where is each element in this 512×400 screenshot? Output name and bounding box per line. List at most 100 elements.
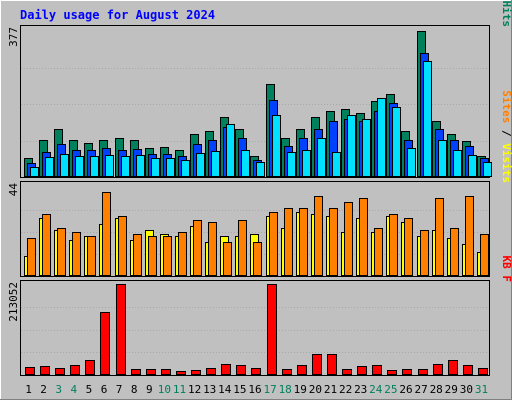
day-label: 6 (101, 383, 108, 396)
hits-files-pages-legend: Pages / Files / Hits (500, 0, 512, 27)
kb-f-bar (342, 369, 352, 375)
sites-bar (329, 208, 338, 276)
pages-bar (75, 156, 84, 177)
day-label: 18 (279, 383, 292, 396)
sites-visits-legend: Sites / Visits (500, 90, 512, 183)
pages-bar (423, 61, 432, 177)
kb-f-bar (116, 284, 126, 375)
pages-bar (377, 98, 386, 177)
pages-bar (105, 155, 114, 177)
sites-bar (435, 198, 444, 276)
sites-bar (193, 220, 202, 276)
pages-bar (332, 152, 341, 177)
legend-entry-visits: Visits (500, 143, 512, 183)
legend-entry-kbytes: KB F (500, 256, 512, 283)
sites-bar (148, 236, 157, 276)
pages-bar (317, 138, 326, 177)
sites-bar (284, 208, 293, 276)
sites-bar (269, 212, 278, 276)
kb-f-bar (236, 365, 246, 375)
sites-bar (480, 234, 489, 276)
kb-f-bar (418, 369, 428, 375)
kb-f-bar (251, 368, 261, 375)
sites-bar (133, 234, 142, 276)
day-label: 10 (158, 383, 171, 396)
day-label: 4 (70, 383, 77, 396)
kb-f-bar (55, 368, 65, 375)
day-label: 14 (218, 383, 232, 396)
sites-bar (359, 198, 368, 276)
sites-axis-max-label: 44 (7, 183, 20, 197)
day-label: 2 (40, 383, 47, 396)
day-label: 28 (430, 383, 443, 396)
pages-bar (392, 107, 401, 177)
sites-bar (389, 214, 398, 276)
kb-f-bar (131, 369, 141, 375)
pages-bar (196, 153, 205, 177)
kb-f-bar (100, 312, 110, 375)
kb-f-bar (85, 360, 95, 375)
pages-bar (226, 124, 235, 177)
sites-bar (178, 232, 187, 276)
sites-bar (253, 242, 262, 276)
day-label: 24 (369, 383, 383, 396)
pages-bar (151, 158, 160, 177)
pages-bar (453, 150, 462, 177)
sites-bar (208, 222, 217, 276)
hits-axis-max-label: 377 (7, 27, 20, 47)
pages-bar (438, 140, 447, 177)
kbytes-panel (20, 280, 490, 376)
kb-f-bar (161, 369, 171, 375)
kbytes-axis-max-label: 213052 (7, 282, 20, 322)
chart-title: Daily usage for August 2024 (20, 8, 215, 22)
kb-f-bar (267, 284, 277, 375)
pages-bar (483, 162, 492, 177)
pages-bar (468, 155, 477, 177)
kb-f-bar (312, 354, 322, 375)
sites-bar (102, 192, 111, 276)
sites-bar (72, 232, 81, 276)
pages-bar (407, 148, 416, 177)
day-label: 12 (188, 383, 201, 396)
day-label: 1 (25, 383, 32, 396)
kb-f-bar (372, 365, 382, 375)
sites-bar (57, 228, 66, 276)
kb-f-bar (463, 365, 473, 375)
day-label: 3 (55, 383, 62, 396)
day-label: 11 (173, 383, 186, 396)
pages-bar (211, 151, 220, 177)
day-label: 29 (445, 383, 458, 396)
kbytes-legend: KB F (500, 256, 512, 283)
kb-f-bar (25, 367, 35, 375)
sites-bar (374, 228, 383, 276)
kb-f-bar (206, 368, 216, 375)
day-label: 20 (309, 383, 322, 396)
sites-bar (450, 228, 459, 276)
sites-bar (420, 230, 429, 276)
day-label: 27 (414, 383, 427, 396)
sites-bar (118, 216, 127, 276)
pages-bar (347, 115, 356, 177)
kb-f-bar (387, 370, 397, 375)
kb-f-bar (40, 366, 50, 375)
day-axis-labels: 1 2 3 4 5 6 7 8 9 10 11 12 13 14 15 16 17 18 19 20 21 22 23 24 2… (25, 383, 488, 396)
pages-bar (256, 162, 265, 177)
day-label: 13 (203, 383, 216, 396)
sites-bar (42, 214, 51, 276)
pages-bar (302, 150, 311, 177)
pages-bar (121, 156, 130, 177)
kb-f-bar (297, 365, 307, 375)
sites-bar (223, 242, 232, 276)
pages-bar (241, 150, 250, 177)
pages-bar (45, 157, 54, 177)
kb-f-bar (357, 366, 367, 375)
pages-bar (181, 160, 190, 177)
legend-entry-sites: Sites (500, 90, 512, 123)
kb-f-bar (146, 369, 156, 375)
day-label: 23 (354, 383, 367, 396)
kb-f-bar (448, 360, 458, 375)
kb-f-bar (70, 365, 80, 375)
legend-entry-hits: Hits (500, 1, 512, 28)
pages-bar (362, 119, 371, 177)
